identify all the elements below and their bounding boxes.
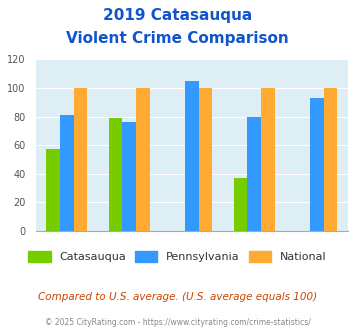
Legend: Catasauqua, Pennsylvania, National: Catasauqua, Pennsylvania, National (24, 247, 331, 267)
Text: Compared to U.S. average. (U.S. average equals 100): Compared to U.S. average. (U.S. average … (38, 292, 317, 302)
Bar (46, 149, 60, 231)
Bar (122, 122, 136, 231)
Bar (234, 178, 247, 231)
Bar (73, 88, 87, 231)
Text: 2019 Catasauqua: 2019 Catasauqua (103, 8, 252, 23)
Text: Violent Crime Comparison: Violent Crime Comparison (66, 31, 289, 46)
Bar (323, 88, 337, 231)
Bar (261, 88, 275, 231)
Bar (310, 98, 323, 231)
Bar (136, 88, 150, 231)
Text: © 2025 CityRating.com - https://www.cityrating.com/crime-statistics/: © 2025 CityRating.com - https://www.city… (45, 318, 310, 327)
Bar (185, 81, 198, 231)
Bar (109, 118, 122, 231)
Bar (247, 116, 261, 231)
Bar (198, 88, 212, 231)
Bar (60, 115, 73, 231)
